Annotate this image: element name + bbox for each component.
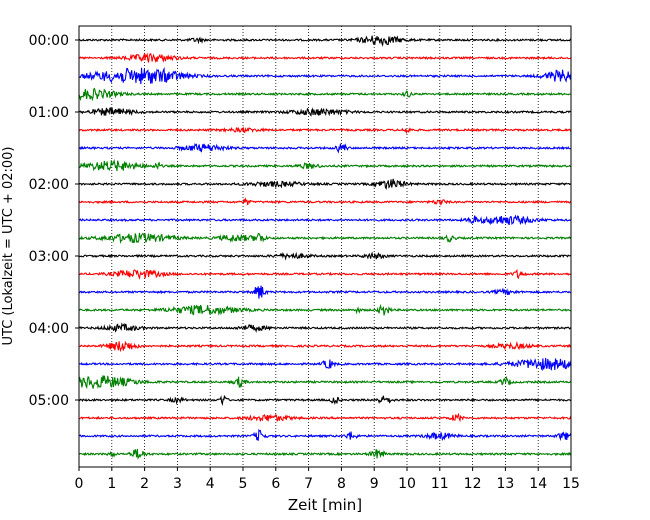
x-tick-label: 5: [239, 476, 248, 492]
x-tick-label: 0: [75, 476, 84, 492]
x-tick-label: 7: [304, 476, 313, 492]
trace-0200: [78, 178, 572, 191]
x-tick-label: 10: [398, 476, 416, 492]
x-tick-label: 13: [496, 476, 514, 492]
trace-0345: [78, 303, 572, 316]
x-tick-label: 4: [206, 476, 215, 492]
trace-0230: [78, 214, 572, 226]
trace-0245: [78, 232, 572, 245]
trace-0430: [78, 357, 572, 371]
y-tick-label: 05:00: [29, 393, 69, 409]
trace-0215: [78, 197, 572, 206]
x-tick-label: 6: [271, 476, 280, 492]
trace-0545: [78, 448, 572, 460]
y-tick-label: 02:00: [29, 177, 69, 193]
x-tick-label: 14: [529, 476, 547, 492]
trace-0415: [78, 340, 572, 353]
trace-0315: [78, 268, 572, 280]
x-axis-label: Zeit [min]: [288, 496, 362, 514]
x-tick-label: 2: [140, 476, 149, 492]
trace-0445: [78, 375, 572, 390]
x-tick-label: 1: [107, 476, 116, 492]
trace-0530: [78, 428, 572, 442]
trace-0045: [78, 87, 572, 102]
trace-0300: [78, 251, 572, 261]
trace-0030: [78, 66, 572, 85]
y-tick-label: 00:00: [29, 33, 69, 49]
x-tick-label: 11: [431, 476, 449, 492]
trace-0400: [78, 322, 572, 333]
trace-0015: [78, 52, 572, 64]
x-tick-label: 8: [337, 476, 346, 492]
x-axis-ticks: 0 1 2 3 4 5 6 7 8 9 10 11 12 13 14 15: [75, 467, 580, 492]
trace-0330: [78, 285, 572, 299]
y-tick-label: 03:00: [29, 249, 69, 265]
trace-0130: [78, 142, 572, 154]
x-tick-label: 12: [464, 476, 482, 492]
trace-0115: [78, 126, 572, 135]
x-tick-label: 3: [173, 476, 182, 492]
y-axis-label: UTC (Lokalzeit = UTC + 02:00): [1, 147, 16, 346]
seismic-traces: [78, 35, 572, 460]
trace-0000: [78, 35, 572, 47]
y-tick-label: 01:00: [29, 105, 69, 121]
y-axis-ticks: 00:00 01:00 02:00 03:00 04:00 05:00: [29, 33, 79, 409]
trace-0500: [78, 395, 572, 407]
trace-0515: [78, 412, 572, 423]
x-tick-label: 9: [370, 476, 379, 492]
plot-frame: [78, 25, 572, 468]
trace-0100: [78, 107, 572, 117]
y-tick-label: 04:00: [29, 321, 69, 337]
trace-0145: [78, 158, 572, 172]
x-tick-label: 15: [562, 476, 580, 492]
